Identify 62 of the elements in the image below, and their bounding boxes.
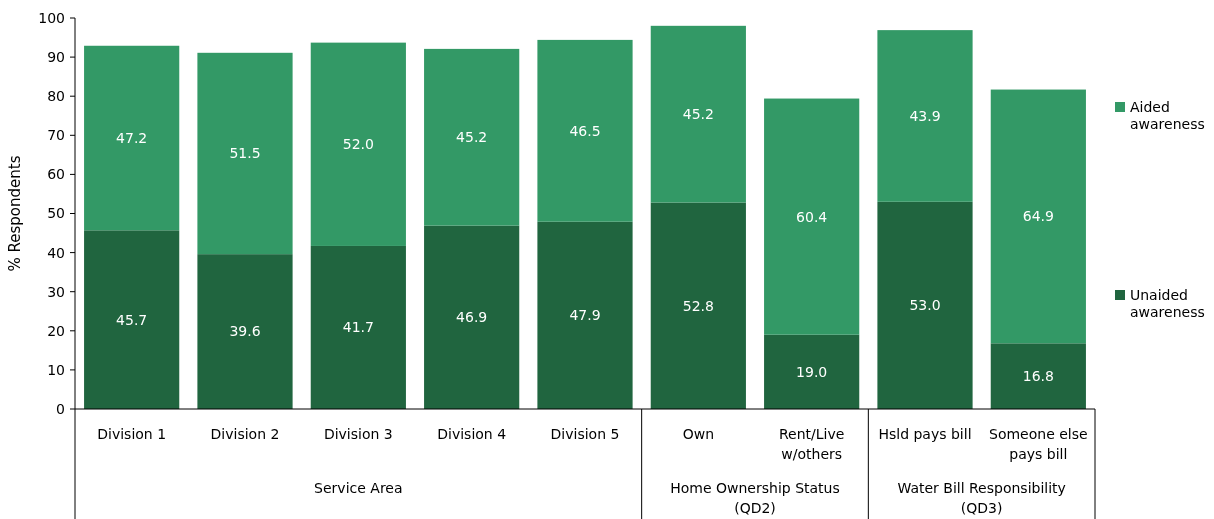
bar — [197, 254, 293, 409]
x-tick-label: Rent/Live w/others — [778, 426, 845, 462]
y-tick-label: 50 — [47, 205, 65, 222]
bar — [310, 245, 406, 409]
legend-label: Aided awareness — [1130, 99, 1205, 132]
y-tick-label: 20 — [47, 322, 65, 339]
x-tick-label: Hsld pays bill — [878, 426, 972, 442]
y-tick-label: 80 — [47, 88, 65, 105]
bar — [84, 230, 180, 409]
bar — [764, 334, 860, 409]
x-tick-label: Division 1 — [97, 426, 167, 442]
y-tick-label: 60 — [47, 166, 65, 183]
bar — [424, 48, 520, 226]
x-tick-label: Division 4 — [437, 426, 507, 442]
data-label: 64.9 — [1022, 208, 1054, 225]
x-tick-label: Division 3 — [323, 426, 393, 442]
y-axis-title: % Respondents — [6, 155, 24, 272]
data-label: 51.5 — [229, 145, 261, 162]
data-label: 45.7 — [116, 311, 148, 328]
data-label: 45.2 — [456, 129, 488, 146]
bar — [990, 89, 1086, 344]
bar — [650, 202, 746, 409]
bar — [84, 45, 180, 231]
data-label: 39.6 — [229, 323, 261, 340]
data-label: 19.0 — [796, 363, 828, 380]
bar — [537, 39, 633, 222]
bar — [650, 25, 746, 203]
y-tick-label: 70 — [47, 127, 65, 144]
bar — [310, 42, 406, 246]
y-tick-label: 30 — [47, 283, 65, 300]
data-label: 46.5 — [569, 122, 601, 139]
x-tick-label: Own — [682, 426, 715, 442]
y-tick-label: 10 — [47, 361, 65, 378]
y-tick-label: 90 — [47, 49, 65, 65]
bar — [537, 221, 633, 409]
data-label: 52.8 — [682, 297, 714, 314]
x-tick-label: Division 2 — [210, 426, 280, 442]
x-tick-label: Division 5 — [550, 426, 620, 442]
y-tick-label: 0 — [56, 400, 65, 417]
data-label: 53.0 — [909, 297, 941, 314]
data-label: 41.7 — [342, 319, 374, 336]
text: Service Area — [314, 480, 403, 496]
data-label: 47.2 — [116, 129, 148, 146]
data-label: 45.2 — [682, 106, 714, 123]
data-label: 16.8 — [1022, 368, 1054, 385]
bar — [764, 98, 860, 335]
data-label: 43.9 — [909, 107, 941, 124]
bar — [990, 343, 1086, 409]
bar — [877, 30, 973, 202]
bar — [197, 52, 293, 255]
text: Home Ownership Status (QD2) — [670, 480, 840, 516]
data-label: 46.9 — [456, 309, 488, 326]
x-tick-label: Someone else pays bill — [989, 426, 1088, 462]
bar — [877, 201, 973, 409]
data-label: 47.9 — [569, 307, 601, 324]
data-label: 60.4 — [796, 208, 828, 225]
y-tick-label: 40 — [47, 244, 65, 261]
data-label: 52.0 — [342, 136, 374, 153]
legend-label: Unaided awareness — [1130, 287, 1205, 320]
text: Water Bill Responsibility (QD3) — [897, 480, 1066, 516]
y-tick-label: 100 — [38, 9, 65, 26]
bar — [424, 225, 520, 409]
